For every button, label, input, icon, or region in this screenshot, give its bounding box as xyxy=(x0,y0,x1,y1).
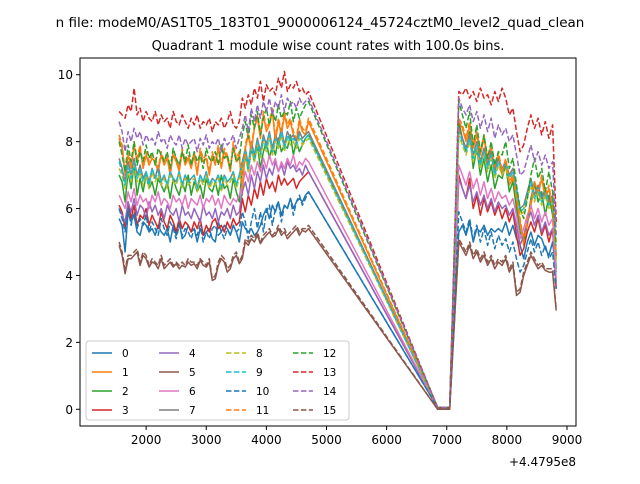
chart-title: Quadrant 1 module wise count rates with … xyxy=(152,39,505,54)
legend-label: 5 xyxy=(189,367,196,379)
x-tick-label: 3000 xyxy=(191,433,222,447)
legend-label: 0 xyxy=(122,348,129,360)
y-tick-label: 6 xyxy=(65,202,73,216)
legend-label: 7 xyxy=(189,405,196,417)
legend-label: 2 xyxy=(122,386,129,398)
legend-label: 9 xyxy=(256,367,263,379)
y-tick-label: 8 xyxy=(65,135,73,149)
series-line-9 xyxy=(118,130,557,409)
legend-box xyxy=(85,340,350,421)
x-tick-label: 2000 xyxy=(131,433,162,447)
series-line-5 xyxy=(118,227,557,411)
legend-label: 8 xyxy=(256,348,263,360)
series-line-12 xyxy=(118,100,557,409)
series-line-15 xyxy=(118,224,557,411)
legend-label: 13 xyxy=(323,367,336,379)
legend-label: 12 xyxy=(323,348,336,360)
x-tick-label: 5000 xyxy=(311,433,342,447)
series-line-4 xyxy=(118,160,557,409)
plot-frame xyxy=(79,57,577,427)
legend-label: 14 xyxy=(323,386,337,398)
legend-label: 11 xyxy=(256,405,269,417)
series-line-8 xyxy=(118,134,557,409)
legend-label: 3 xyxy=(122,405,129,417)
y-tick-label: 4 xyxy=(65,269,73,283)
figure-suptitle: n file: modeM0/AS1T05_183T01_9000006124_… xyxy=(56,15,585,31)
x-tick-label: 7000 xyxy=(431,433,462,447)
legend-label: 10 xyxy=(256,386,269,398)
x-tick-label: 4000 xyxy=(251,433,282,447)
y-tick-label: 2 xyxy=(65,336,73,350)
series-line-6 xyxy=(118,154,557,409)
series-line-10 xyxy=(118,191,557,409)
x-tick-label: 8000 xyxy=(492,433,523,447)
legend-label: 1 xyxy=(122,367,129,379)
series-line-13 xyxy=(118,70,557,409)
x-axis-offset-label: +4.4795e8 xyxy=(509,455,576,469)
series-line-0 xyxy=(118,191,557,409)
series-line-14 xyxy=(118,94,557,409)
series-layer xyxy=(118,70,557,411)
legend-label: 15 xyxy=(323,405,336,417)
x-tick-label: 9000 xyxy=(552,433,583,447)
x-tick-label: 6000 xyxy=(371,433,402,447)
y-tick-label: 0 xyxy=(65,403,73,417)
y-tick-label: 10 xyxy=(58,68,73,82)
legend-label: 6 xyxy=(189,386,196,398)
legend-label: 4 xyxy=(189,348,196,360)
